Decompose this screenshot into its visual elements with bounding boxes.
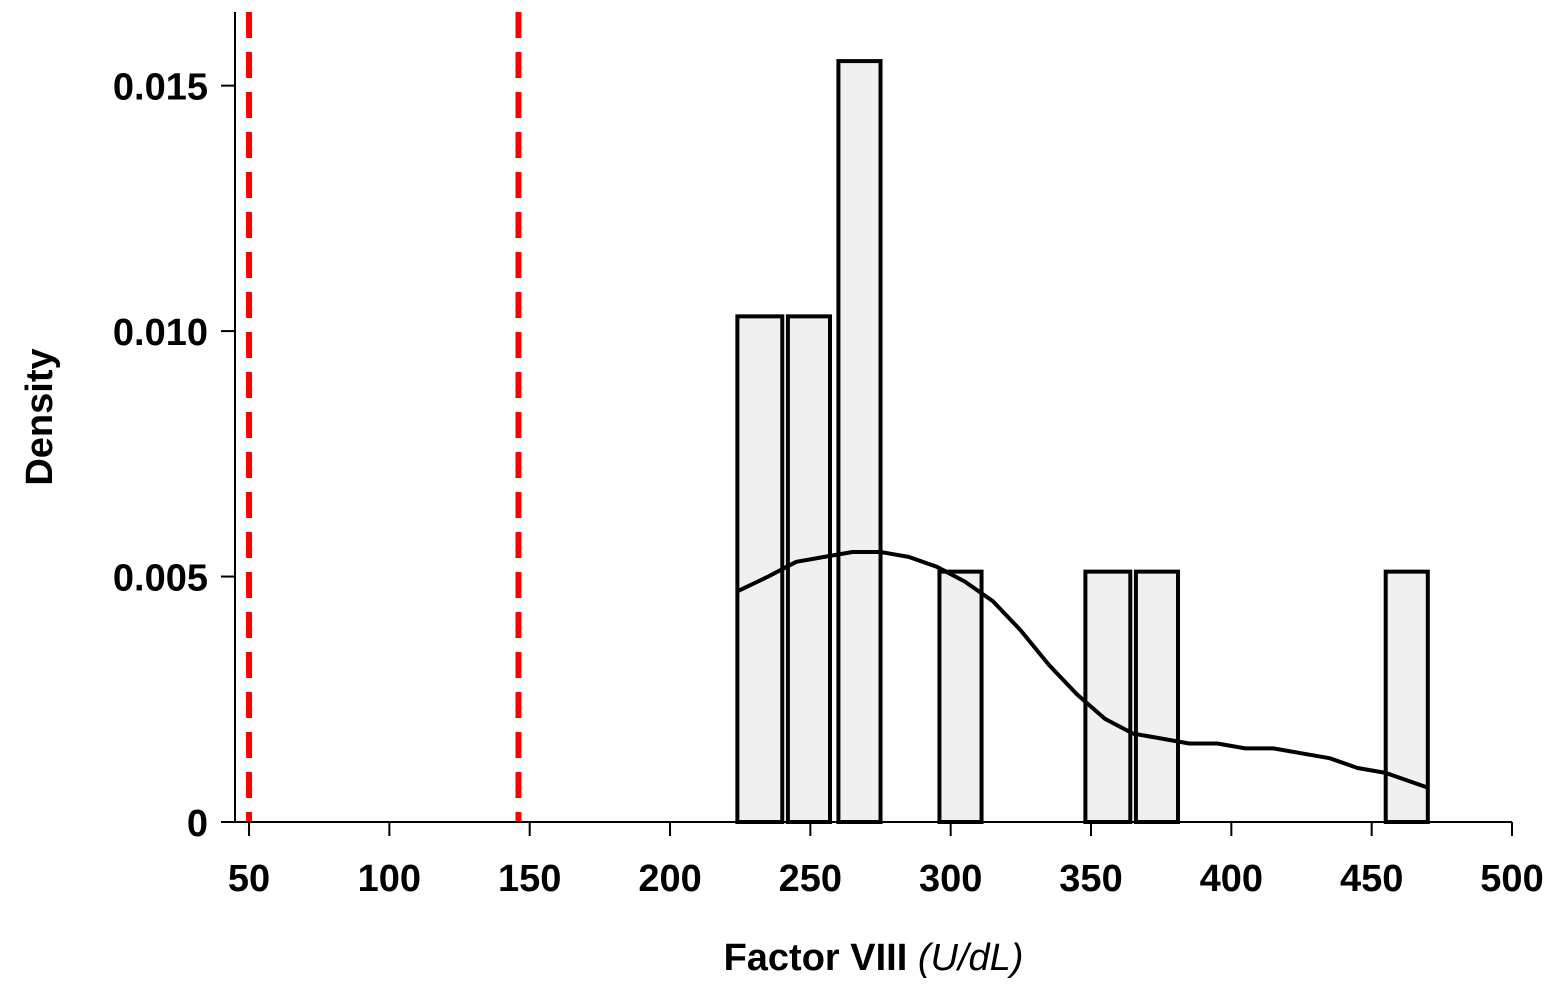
y-tick-label: 0 [187,803,208,845]
x-tick-label: 500 [1480,858,1543,900]
y-tick-label: 0.005 [113,558,208,600]
x-tick-label: 200 [638,858,701,900]
x-tick-label: 450 [1340,858,1403,900]
histogram-bar [735,314,785,824]
density-curve [736,550,1429,790]
x-tick-label: 300 [919,858,982,900]
plot-area [246,12,1430,825]
x-axis-label: Factor VIII [724,937,908,979]
x-tick-label: 150 [498,858,561,900]
x-axis-title: Factor VIII (U/dL) [724,937,1024,979]
histogram-bar [937,569,984,824]
y-tick-label: 0.010 [113,312,208,354]
y-tick-label: 0.015 [113,67,208,109]
ticks: 50 100 150 200 250 300 350 400 450 500 0 0.005 0.010… [113,67,1544,900]
x-tick-label: 50 [228,858,270,900]
histogram-bar [1133,569,1181,824]
x-tick-label: 250 [779,858,842,900]
x-tick-label: 350 [1059,858,1122,900]
histogram-bar [1083,569,1133,824]
x-tick-label: 100 [358,858,421,900]
x-axis-unit: (U/dL) [918,937,1024,979]
axes [234,12,1512,823]
histogram-bar [785,314,832,824]
y-axis-title: Density [19,348,61,485]
x-tick-label: 400 [1200,858,1263,900]
histogram-bar [836,59,883,825]
